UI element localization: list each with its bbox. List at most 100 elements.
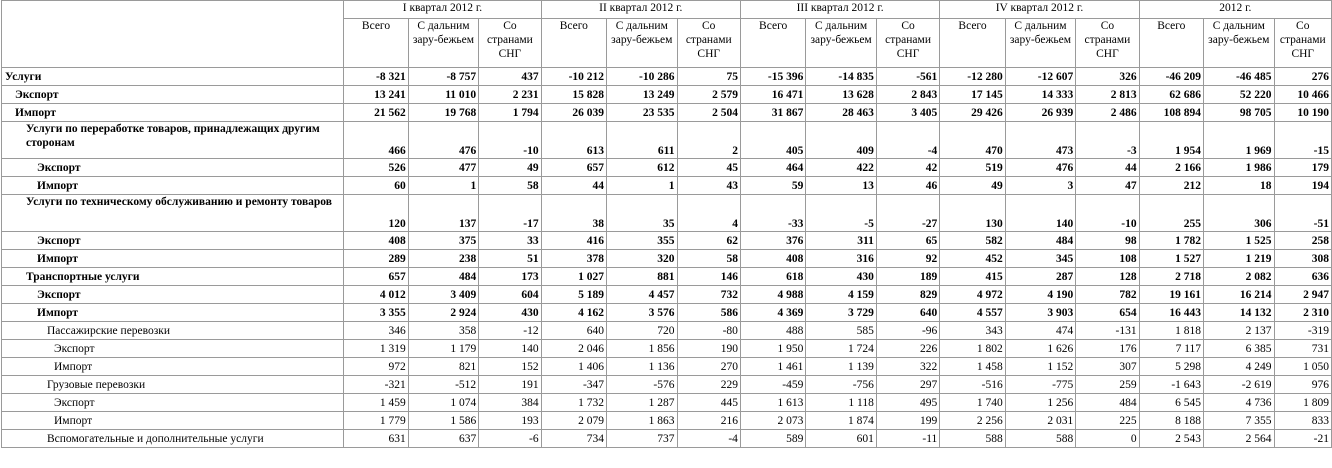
value-cell: 108 bbox=[1075, 249, 1140, 268]
value-cell: -561 bbox=[875, 67, 941, 86]
row-label: Экспорт bbox=[0, 85, 345, 104]
value-cell: -21 bbox=[1273, 429, 1332, 448]
value-cell: -347 bbox=[540, 375, 608, 394]
table-row: Пассажирские перевозки 346 358 -12 640 720 -80… bbox=[0, 321, 1332, 340]
row-label: Импорт bbox=[0, 103, 345, 122]
value-cell: 255 bbox=[1138, 194, 1205, 232]
value-cell: 488 bbox=[739, 321, 807, 340]
value-cell: 1 856 bbox=[606, 339, 678, 358]
value-cell: -17 bbox=[478, 194, 542, 232]
value-cell: -15 bbox=[1273, 121, 1332, 159]
value-cell: 1 874 bbox=[805, 411, 877, 430]
value-cell: 26 039 bbox=[540, 103, 608, 122]
period-header: I квартал 2012 г. bbox=[343, 0, 542, 19]
value-cell: 0 bbox=[1075, 429, 1140, 448]
value-cell: 2 310 bbox=[1273, 303, 1332, 322]
value-cell: 611 bbox=[606, 121, 678, 159]
value-cell: 7 117 bbox=[1138, 339, 1205, 358]
value-cell: 194 bbox=[1273, 176, 1332, 195]
value-cell: 98 705 bbox=[1203, 103, 1275, 122]
value-cell: -775 bbox=[1004, 375, 1077, 394]
value-cell: 120 bbox=[343, 194, 409, 232]
value-cell: 2 166 bbox=[1138, 158, 1205, 177]
value-cell: 259 bbox=[1075, 375, 1140, 394]
value-cell: 75 bbox=[676, 67, 741, 86]
value-cell: 430 bbox=[478, 303, 542, 322]
value-cell: 4 162 bbox=[540, 303, 608, 322]
value-cell: 466 bbox=[343, 121, 409, 159]
value-cell: -46 485 bbox=[1203, 67, 1275, 86]
value-cell: 346 bbox=[343, 321, 409, 340]
row-label: Грузовые перевозки bbox=[0, 375, 345, 394]
value-cell: 179 bbox=[1273, 158, 1332, 177]
value-cell: 10 466 bbox=[1273, 85, 1332, 104]
value-cell: 146 bbox=[676, 267, 741, 286]
value-cell: 415 bbox=[939, 267, 1006, 286]
value-cell: 16 214 bbox=[1203, 285, 1275, 304]
value-cell: 21 562 bbox=[343, 103, 409, 122]
value-cell: 191 bbox=[478, 375, 542, 394]
value-cell: 38 bbox=[540, 194, 608, 232]
value-cell: 3 903 bbox=[1004, 303, 1077, 322]
value-cell: 588 bbox=[1004, 429, 1077, 448]
value-cell: 42 bbox=[875, 158, 941, 177]
row-label: Услуги по техническому обслуживанию и ре… bbox=[0, 194, 345, 232]
value-cell: 1 406 bbox=[540, 357, 608, 376]
value-cell: -96 bbox=[875, 321, 941, 340]
subheader-cis: Со странами СНГ bbox=[1273, 18, 1332, 68]
value-cell: 519 bbox=[939, 158, 1006, 177]
value-cell: 60 bbox=[343, 176, 409, 195]
value-cell: 3 405 bbox=[875, 103, 941, 122]
value-cell: 657 bbox=[343, 267, 409, 286]
header-empty-corner bbox=[0, 0, 345, 68]
value-cell: 6 385 bbox=[1203, 339, 1275, 358]
value-cell: 137 bbox=[407, 194, 480, 232]
row-label: Экспорт bbox=[0, 339, 345, 358]
table-row: Услуги по переработке товаров, принадлеж… bbox=[0, 121, 1332, 159]
value-cell: 654 bbox=[1075, 303, 1140, 322]
row-label: Импорт bbox=[0, 303, 345, 322]
value-cell: 2 046 bbox=[540, 339, 608, 358]
value-cell: 199 bbox=[875, 411, 941, 430]
value-cell: 2 564 bbox=[1203, 429, 1275, 448]
value-cell: 225 bbox=[1075, 411, 1140, 430]
value-cell: 464 bbox=[739, 158, 807, 177]
value-cell: 1 461 bbox=[739, 357, 807, 376]
value-cell: 1 139 bbox=[805, 357, 877, 376]
row-label: Транспортные услуги bbox=[0, 267, 345, 286]
value-cell: -10 212 bbox=[540, 67, 608, 86]
value-cell: 408 bbox=[739, 249, 807, 268]
value-cell: 737 bbox=[606, 429, 678, 448]
value-cell: -4 bbox=[875, 121, 941, 159]
value-cell: 229 bbox=[676, 375, 741, 394]
value-cell: 445 bbox=[676, 393, 741, 412]
value-cell: 437 bbox=[478, 67, 542, 86]
value-cell: -131 bbox=[1075, 321, 1140, 340]
value-cell: -27 bbox=[875, 194, 941, 232]
value-cell: 484 bbox=[407, 267, 480, 286]
row-label: Экспорт bbox=[0, 158, 345, 177]
value-cell: 92 bbox=[875, 249, 941, 268]
value-cell: 416 bbox=[540, 231, 608, 250]
value-cell: 28 463 bbox=[805, 103, 877, 122]
value-cell: 44 bbox=[1075, 158, 1140, 177]
value-cell: 128 bbox=[1075, 267, 1140, 286]
value-cell: 19 768 bbox=[407, 103, 480, 122]
value-cell: 23 535 bbox=[606, 103, 678, 122]
value-cell: 35 bbox=[606, 194, 678, 232]
value-cell: 1 732 bbox=[540, 393, 608, 412]
value-cell: 287 bbox=[1004, 267, 1077, 286]
value-cell: 821 bbox=[407, 357, 480, 376]
value-cell: 452 bbox=[939, 249, 1006, 268]
value-cell: 4 159 bbox=[805, 285, 877, 304]
value-cell: 16 471 bbox=[739, 85, 807, 104]
value-cell: -459 bbox=[739, 375, 807, 394]
value-cell: 17 145 bbox=[939, 85, 1006, 104]
value-cell: 1 319 bbox=[343, 339, 409, 358]
value-cell: 375 bbox=[407, 231, 480, 250]
value-cell: -15 396 bbox=[739, 67, 807, 86]
table-row: Экспорт 526 477 49 657 612 45 464 422 42 519 476 44 2… bbox=[0, 158, 1332, 177]
value-cell: 484 bbox=[1075, 393, 1140, 412]
value-cell: 585 bbox=[805, 321, 877, 340]
value-cell: 4 bbox=[676, 194, 741, 232]
